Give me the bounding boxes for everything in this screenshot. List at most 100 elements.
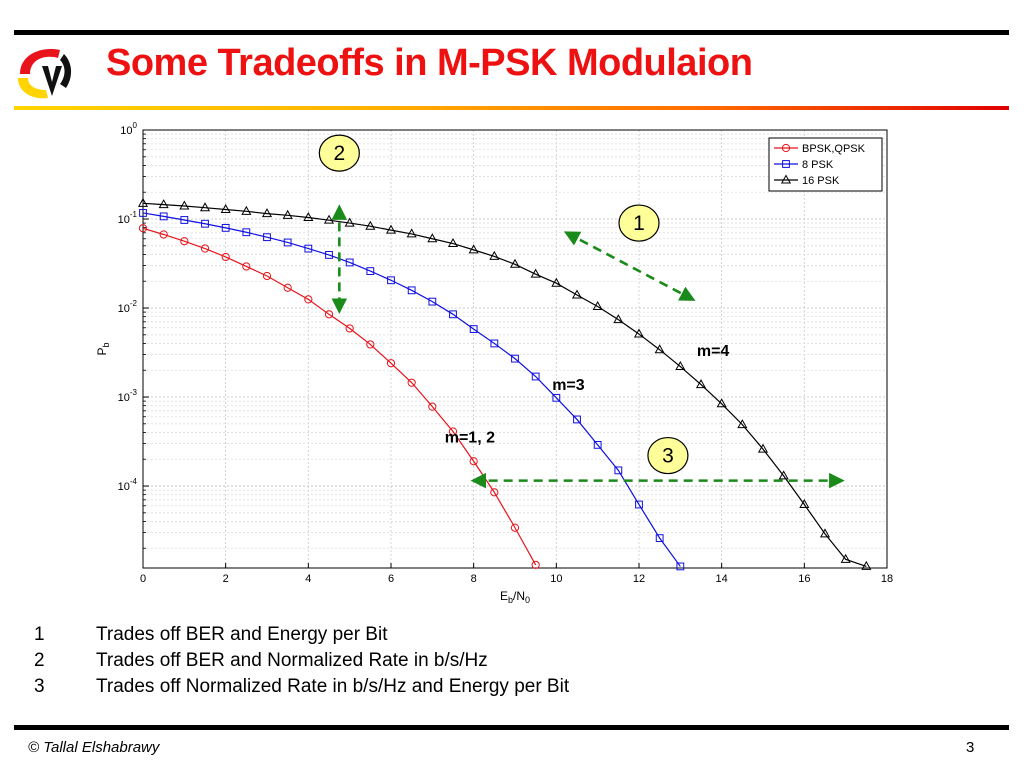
series-point: [675, 361, 686, 371]
series-point: [782, 160, 790, 168]
series-point: [366, 340, 375, 349]
legend-entry: BPSK,QPSK: [802, 143, 866, 155]
x-tick-label: 8: [471, 573, 477, 585]
note-row: 2 Trades off BER and Normalized Rate in …: [34, 648, 569, 674]
x-tick-label: 0: [140, 573, 146, 585]
series-point: [573, 415, 581, 424]
series-point: [613, 314, 624, 324]
series-point: [490, 339, 499, 348]
note-number: 2: [34, 650, 45, 671]
series-line: [142, 202, 867, 567]
series-circle: [138, 224, 540, 570]
series-label: m=4: [697, 343, 730, 360]
series-line: [142, 212, 681, 567]
series-point: [387, 276, 395, 285]
series-point: [530, 268, 541, 278]
x-axis-label: Eb/N0: [500, 589, 530, 605]
series-point: [242, 228, 251, 237]
note-text: Trades off Normalized Rate in b/s/Hz and…: [96, 676, 570, 697]
series-point: [428, 402, 437, 411]
series-point: [490, 488, 499, 497]
series-label: m=1, 2: [445, 429, 495, 446]
series-point: [365, 220, 376, 230]
x-tick-label: 16: [798, 573, 810, 585]
note-number: 3: [34, 676, 45, 697]
series-point: [840, 553, 851, 563]
y-tick-label: 100: [120, 121, 137, 137]
chart-series: [137, 197, 872, 571]
series-point: [407, 378, 416, 387]
series-point: [593, 440, 602, 449]
series-point: [221, 252, 230, 262]
series-point: [511, 354, 519, 363]
title-gradient-rule: [14, 106, 1009, 110]
series-point: [469, 325, 478, 333]
series-point: [406, 228, 417, 238]
series-point: [137, 197, 149, 207]
series-point: [551, 277, 562, 287]
axis-labels: Eb/N0 Pb: [95, 342, 530, 605]
series-point: [304, 295, 313, 304]
series-point: [695, 379, 707, 389]
series-point: [676, 562, 685, 571]
series-point: [159, 212, 168, 221]
series-point: [283, 238, 292, 247]
series-point: [263, 233, 271, 242]
y-tick-label: 10-1: [118, 210, 138, 226]
chart-annotations: 1 2 3 m=1, 2 m=3 m=4: [318, 134, 730, 475]
series-point: [407, 286, 416, 295]
series-point: [449, 310, 457, 319]
series-point: [304, 244, 313, 253]
annotation-label-2: 2: [333, 142, 345, 165]
tradeoff-arrows: [331, 204, 845, 489]
plot-frame: [142, 129, 888, 569]
series-point: [158, 199, 169, 209]
series-point: [385, 224, 397, 234]
series-point: [552, 393, 561, 402]
annotation-label-3: 3: [662, 445, 674, 468]
series-point: [139, 209, 147, 217]
series-point: [138, 224, 148, 233]
chart-grid: [142, 129, 888, 568]
series-point: [323, 214, 335, 224]
x-tick-label: 4: [305, 573, 311, 585]
series-point: [489, 250, 500, 260]
series-point: [819, 528, 831, 538]
series-point: [179, 200, 190, 210]
legend-entry: 16 PSK: [802, 175, 840, 187]
series-point: [654, 344, 665, 354]
x-tick-label: 2: [223, 573, 229, 585]
series-point: [780, 174, 792, 184]
series-point: [180, 216, 189, 224]
y-tick-label: 10-3: [118, 388, 138, 404]
note-text: Trades off BER and Energy per Bit: [96, 624, 388, 645]
page-number: 3: [966, 739, 975, 756]
series-point: [428, 297, 437, 306]
series-point: [344, 217, 355, 227]
series-point: [757, 443, 769, 453]
annotation-circle-2: [318, 134, 360, 172]
note-row: 3 Trades off Normalized Rate in b/s/Hz a…: [34, 674, 569, 700]
series-point: [282, 209, 293, 219]
series-point: [241, 205, 252, 215]
x-tick-label: 18: [881, 573, 893, 585]
series-label: m=3: [552, 377, 585, 394]
series-line: [142, 227, 537, 566]
series-point: [448, 427, 458, 436]
tradeoff-notes: 1 Trades off BER and Energy per Bit 2 Tr…: [34, 622, 569, 700]
slide-title: Some Tradeoffs in M-PSK Modulaion: [106, 42, 753, 84]
series-point: [366, 267, 375, 275]
series-point: [220, 203, 231, 213]
university-logo-icon: [18, 49, 72, 99]
series-point: [324, 310, 334, 319]
series-point: [592, 300, 603, 311]
series-point: [345, 324, 354, 333]
series-point: [468, 244, 479, 254]
series-point: [200, 244, 210, 253]
footer-copyright: © Tallal Elshabrawy: [28, 739, 160, 756]
note-text: Trades off BER and Normalized Rate in b/…: [96, 650, 488, 671]
series-point: [262, 271, 272, 281]
series-point: [427, 233, 438, 243]
series-point: [799, 498, 810, 509]
series-point: [159, 230, 168, 239]
